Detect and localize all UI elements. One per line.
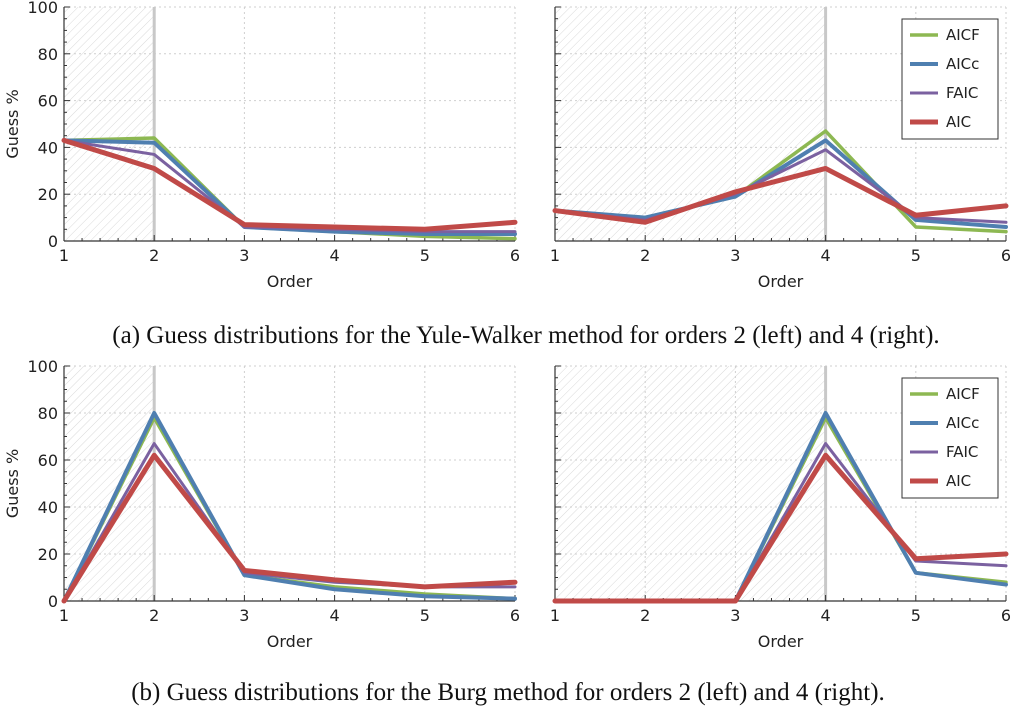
x-tick-label: 3 (239, 606, 249, 625)
hatched-region (555, 7, 826, 241)
x-tick-label: 1 (550, 246, 560, 265)
legend-box (901, 18, 999, 140)
x-axis-label: Order (267, 272, 313, 291)
series-line-aicc (62, 411, 517, 603)
x-tick-label: 4 (330, 246, 340, 265)
x-tick-label: 3 (239, 246, 249, 265)
y-tick-label: 100 (27, 357, 58, 376)
x-axis-label: Order (267, 632, 313, 651)
y-tick-label: 40 (38, 138, 58, 157)
series-line-aicc (553, 138, 1008, 229)
y-axis-label: Guess % (3, 449, 22, 518)
x-tick-label: 5 (420, 246, 430, 265)
x-tick-label: 3 (730, 246, 740, 265)
x-tick-label: 2 (149, 606, 159, 625)
x-tick-label: 2 (640, 606, 650, 625)
y-tick-label: 40 (38, 498, 58, 517)
legend-label-faic: FAIC (946, 443, 978, 461)
y-tick-label: 80 (38, 404, 58, 423)
legend-label-faic: FAIC (946, 84, 978, 102)
y-axis-label: Guess % (3, 89, 22, 158)
caption-b: (b) Guess distributions for the Burg met… (131, 679, 885, 706)
x-tick-label: 1 (59, 246, 69, 265)
caption-a: (a) Guess distributions for the Yule-Wal… (112, 322, 939, 349)
x-tick-label: 6 (1001, 606, 1011, 625)
x-tick-label: 2 (640, 246, 650, 265)
legend-label-aicc: AICc (946, 414, 979, 432)
y-tick-label: 0 (48, 232, 58, 251)
x-tick-label: 1 (550, 606, 560, 625)
hatched-region (64, 7, 155, 241)
series-line-aic (552, 452, 1009, 604)
x-tick-label: 5 (420, 606, 430, 625)
x-tick-label: 4 (821, 246, 831, 265)
legend-label-aicc: AICc (946, 55, 979, 73)
series-line-aic (61, 137, 518, 232)
y-tick-label: 100 (27, 0, 58, 17)
x-axis-label: Order (758, 272, 804, 291)
legend: AICF AICc FAIC AIC (901, 18, 999, 140)
series-line-aic (61, 452, 518, 604)
hatched-region (555, 366, 826, 601)
y-tick-label: 60 (38, 92, 58, 111)
x-tick-label: 4 (330, 606, 340, 625)
hatched-region (64, 366, 155, 601)
x-tick-label: 4 (821, 606, 831, 625)
y-tick-label: 20 (38, 545, 58, 564)
series-line-aic (552, 165, 1009, 225)
chart-a-right: 1 2 3 4 5 6 Order AICF AICc FAIC AIC (550, 6, 1011, 291)
x-tick-label: 6 (510, 606, 520, 625)
x-tick-label: 5 (911, 246, 921, 265)
legend-box (901, 377, 999, 499)
chart-b-right: 1 2 3 4 5 6 Order AICF AICc FAIC AIC (550, 365, 1011, 651)
x-tick-label: 5 (911, 606, 921, 625)
x-tick-label: 3 (730, 606, 740, 625)
y-tick-label: 20 (38, 185, 58, 204)
y-tick-label: 80 (38, 45, 58, 64)
legend-label-aic: AIC (946, 472, 971, 490)
x-tick-label: 6 (1001, 246, 1011, 265)
legend-label-aicf: AICF (946, 385, 980, 403)
legend-label-aicf: AICF (946, 26, 980, 44)
x-tick-label: 2 (149, 246, 159, 265)
y-tick-label: 60 (38, 451, 58, 470)
x-tick-label: 1 (59, 606, 69, 625)
legend-label-aic: AIC (946, 113, 971, 131)
legend: AICF AICc FAIC AIC (901, 377, 999, 499)
y-tick-label: 0 (48, 592, 58, 611)
x-tick-label: 6 (510, 246, 520, 265)
x-axis-label: Order (758, 632, 804, 651)
